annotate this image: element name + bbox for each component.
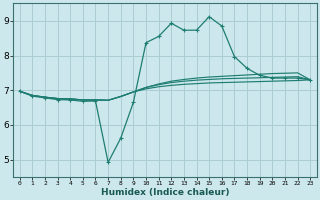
- X-axis label: Humidex (Indice chaleur): Humidex (Indice chaleur): [101, 188, 229, 197]
